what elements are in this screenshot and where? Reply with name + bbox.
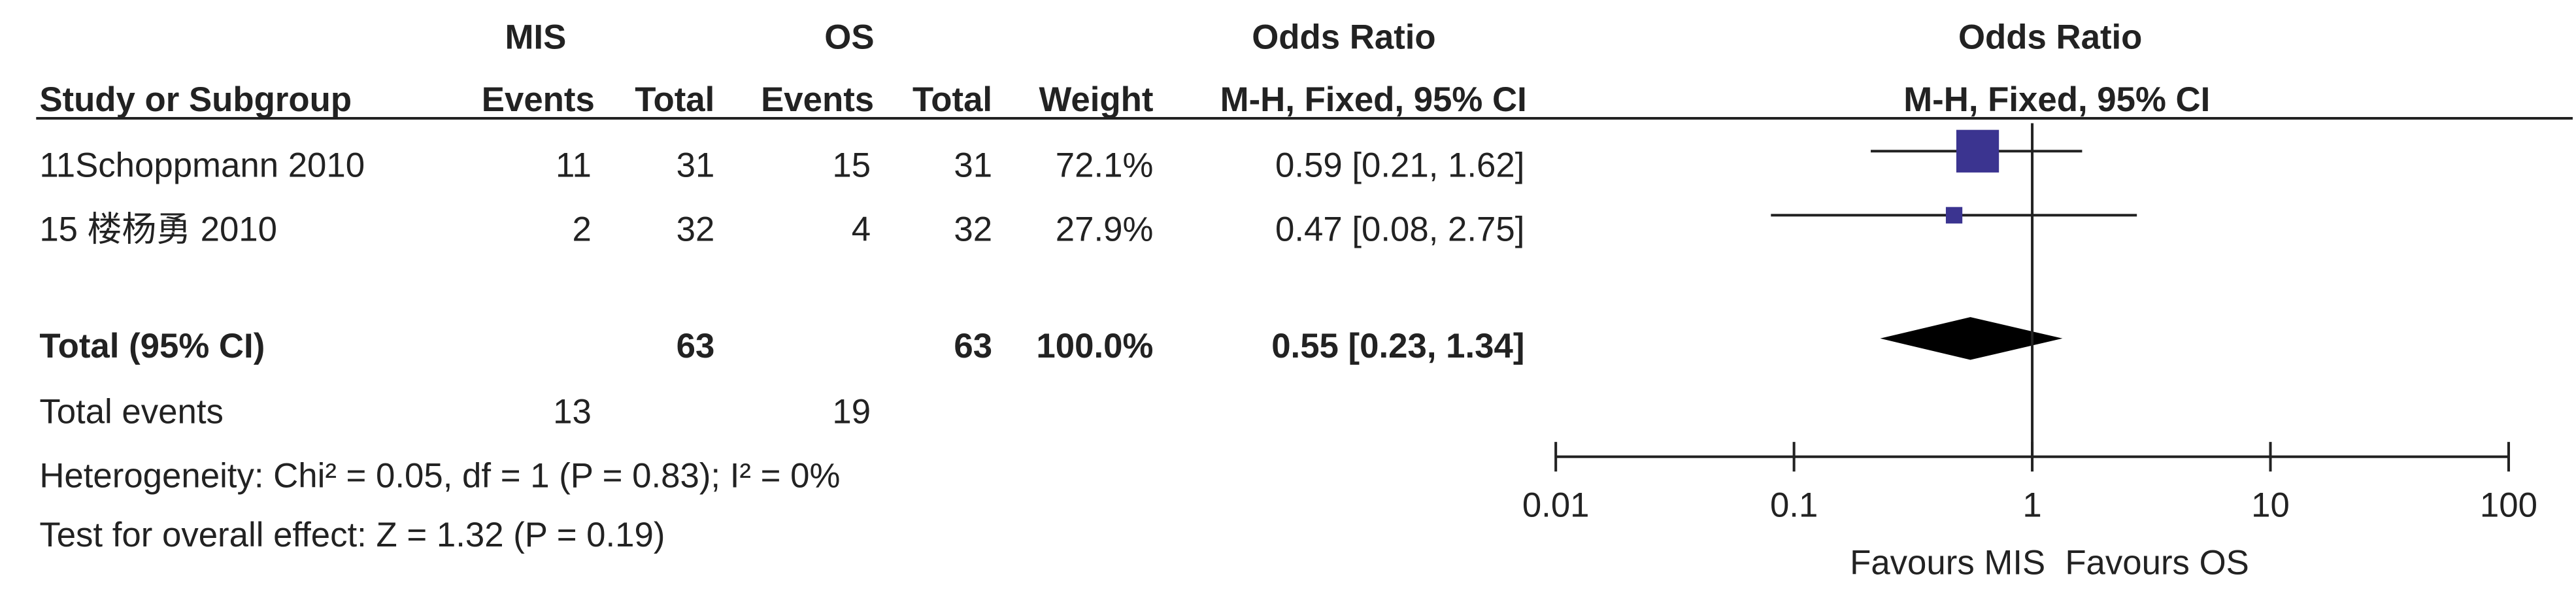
column-header: Events bbox=[761, 80, 874, 119]
cell: 0.55 [0.23, 1.34] bbox=[1271, 327, 1524, 365]
cell: 27.9% bbox=[1056, 210, 1154, 248]
column-header: Weight bbox=[1039, 80, 1154, 119]
cell: 63 bbox=[677, 327, 715, 365]
study-name: 11Schoppmann 2010 bbox=[39, 146, 365, 184]
study-box bbox=[1945, 207, 1963, 224]
effect-header: Odds Ratio bbox=[1252, 18, 1435, 56]
column-header: M-H, Fixed, 95% CI bbox=[1220, 80, 1527, 119]
cell: 31 bbox=[677, 146, 715, 184]
x-tick-label: 100 bbox=[2480, 486, 2537, 525]
favours-left: Favours MIS bbox=[1850, 544, 2045, 582]
heterogeneity: Heterogeneity: Chi² = 0.05, df = 1 (P = … bbox=[39, 456, 840, 495]
study-box bbox=[1956, 129, 1999, 173]
cell: 32 bbox=[677, 210, 715, 248]
cell: 31 bbox=[954, 146, 992, 184]
cell: 2 bbox=[572, 210, 591, 248]
cell: 32 bbox=[954, 210, 992, 248]
column-header: Study or Subgroup bbox=[39, 80, 352, 119]
cell: 63 bbox=[954, 327, 992, 365]
plot-subtitle: M-H, Fixed, 95% CI bbox=[1903, 80, 2210, 119]
column-header: Total bbox=[912, 80, 992, 119]
column-header: Events bbox=[482, 80, 595, 119]
group-header: OS bbox=[824, 18, 874, 56]
cell: 0.47 [0.08, 2.75] bbox=[1275, 210, 1524, 248]
overall-effect: Test for overall effect: Z = 1.32 (P = 0… bbox=[39, 516, 665, 554]
total-name: Total (95% CI) bbox=[39, 327, 265, 365]
cell: 100.0% bbox=[1036, 327, 1153, 365]
x-tick-label: 0.1 bbox=[1770, 486, 1818, 525]
column-header: Total bbox=[635, 80, 714, 119]
total-diamond bbox=[1880, 317, 2063, 360]
cell: 13 bbox=[553, 392, 592, 431]
cell: 72.1% bbox=[1056, 146, 1154, 184]
plot-title: Odds Ratio bbox=[1958, 18, 2142, 56]
cell: 19 bbox=[832, 392, 871, 431]
favours-right: Favours OS bbox=[2065, 544, 2249, 582]
x-tick-label: 0.01 bbox=[1522, 486, 1590, 525]
cell: 4 bbox=[852, 210, 871, 248]
x-tick-label: 10 bbox=[2251, 486, 2290, 525]
cell: 0.59 [0.21, 1.62] bbox=[1275, 146, 1524, 184]
cell: 11 bbox=[556, 146, 592, 184]
cell: 15 bbox=[832, 146, 871, 184]
study-name: 15 楼杨勇 2010 bbox=[39, 210, 277, 248]
total-events-label: Total events bbox=[39, 392, 224, 431]
x-tick-label: 1 bbox=[2022, 486, 2041, 525]
group-header: MIS bbox=[505, 18, 566, 56]
